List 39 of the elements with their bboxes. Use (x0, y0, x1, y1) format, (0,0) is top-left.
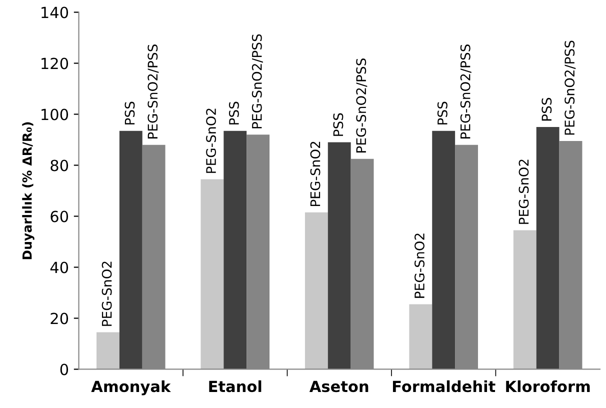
x-tick-label: Formaldehit (392, 380, 496, 392)
text: PSS (124, 102, 135, 124)
text: PEG-SnO2/PSS (564, 40, 576, 135)
x-tick-label: Kloroform (506, 380, 590, 392)
y-tick-label: 60 (50, 210, 68, 222)
text: PEG-SnO2/PSS (356, 58, 368, 152)
y-tick-label: 140 (42, 6, 68, 18)
text: PSS (542, 98, 552, 121)
x-tick-label: Etanol (209, 380, 262, 392)
x-tick-label: Amonyak (91, 380, 171, 396)
text: PEG-SnO2 (206, 108, 216, 173)
bar (224, 130, 247, 370)
text: PEG-SnO2 (102, 262, 112, 326)
bar (536, 126, 560, 370)
bar (304, 212, 328, 370)
text: PEG-SnO2/PSS (252, 34, 263, 128)
bar (119, 130, 142, 370)
bar (432, 130, 456, 370)
text: PEG-SnO2/PSS (460, 44, 472, 138)
y-axis-title: Duyarlılık (% ΔR/R₀) (22, 122, 34, 260)
y-tick-label: 0 (60, 364, 68, 376)
y-tick-label: 80 (50, 160, 68, 172)
bar (328, 142, 351, 370)
text: PSS (333, 113, 344, 136)
text: PEG-SnO2 (310, 142, 320, 206)
y-tick-label: 100 (42, 108, 68, 120)
text: PEG-SnO2 (414, 234, 424, 298)
y-tick-label: 20 (50, 312, 68, 324)
bar (96, 332, 120, 370)
x-tick-label: Aseton (309, 380, 368, 392)
y-tick-label: 40 (50, 262, 68, 274)
text: PSS (228, 102, 239, 124)
bar (513, 230, 536, 370)
bar (409, 304, 432, 370)
text: PEG-SnO2/PSS (148, 44, 159, 138)
text: PEG-SnO2 (518, 160, 529, 224)
bar (200, 179, 224, 370)
text: PSS (437, 102, 448, 124)
y-tick-label: 120 (42, 58, 68, 70)
